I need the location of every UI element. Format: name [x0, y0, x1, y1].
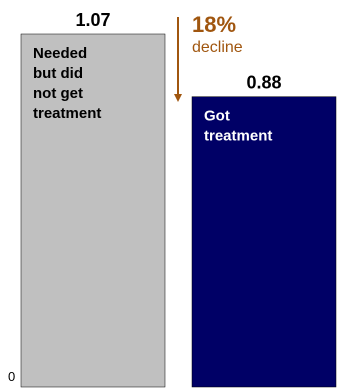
category-label-line: treatment — [204, 128, 272, 145]
bars-group — [20, 33, 337, 388]
category-label-line: but did — [33, 65, 83, 82]
decline-annotation: 18% decline — [174, 12, 243, 102]
category-label-0: Needed but did not get treatment — [33, 45, 101, 122]
category-label-1: Got treatment — [204, 108, 272, 145]
value-label-1: 0.88 — [246, 73, 281, 93]
decline-arrow-head — [174, 94, 182, 102]
value-label-0: 1.07 — [75, 10, 110, 30]
category-label-line: treatment — [33, 105, 101, 122]
y-tick-label-0: 0 — [8, 369, 15, 384]
bar-0 — [20, 33, 166, 388]
category-label-line: Needed — [33, 45, 87, 62]
decline-text-label: decline — [192, 39, 243, 56]
category-label-line: Got — [204, 108, 230, 125]
decline-percent-label: 18% — [192, 12, 236, 37]
bar-1 — [191, 96, 337, 388]
category-label-line: not get — [33, 85, 83, 102]
labels-group: 1.07 Needed but did not get treatment 0.88 Got… — [33, 10, 282, 145]
